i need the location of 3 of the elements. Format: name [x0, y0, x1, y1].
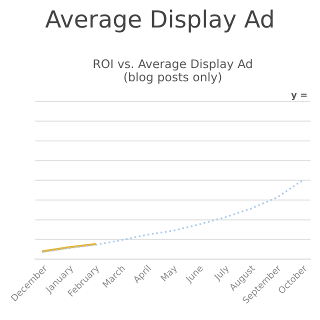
chart-title: ROI vs. Average Display Ad (blog posts only) [94, 59, 252, 84]
text: y = [291, 93, 307, 100]
chart-subtitle: Average Display Ad [45, 10, 273, 32]
